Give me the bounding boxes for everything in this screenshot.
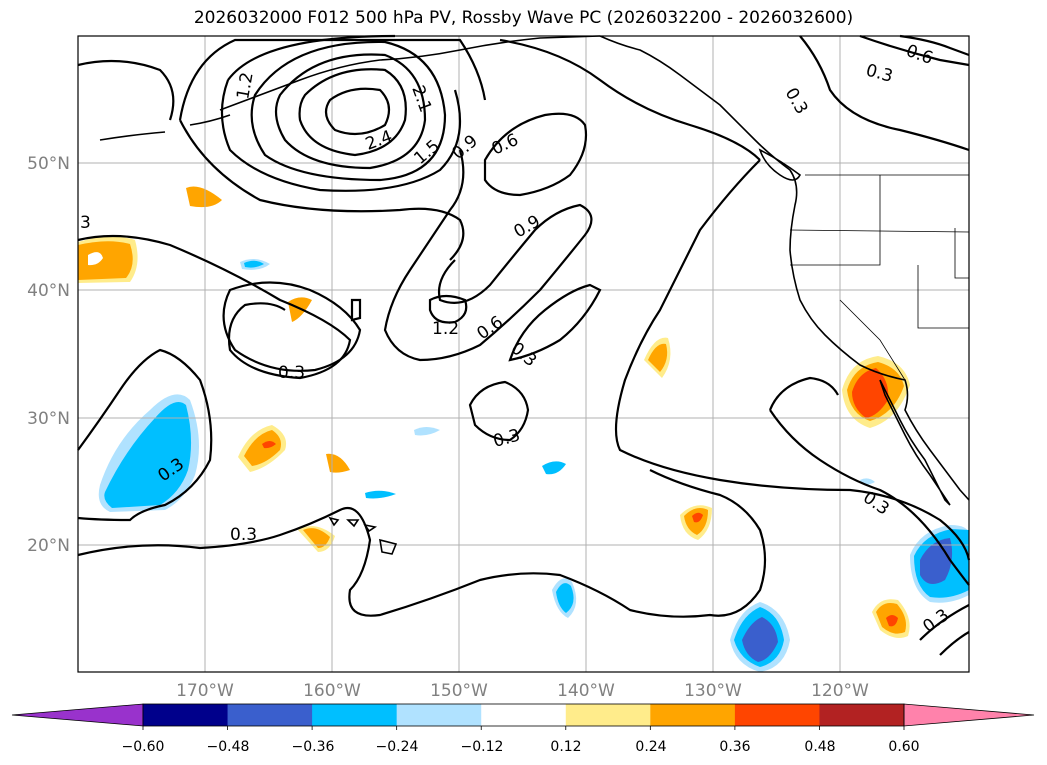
lon-label: 170°W [176,681,234,701]
colorbar-segment [396,704,482,726]
colorbar-tick-label: −0.48 [207,739,250,755]
contour-label: 1.2 [432,319,459,339]
colorbar-tick-label: −0.24 [376,739,419,755]
contour-label: 3 [80,213,91,233]
neg-anomaly-region [365,490,396,499]
colorbar-segment [227,704,313,726]
political-borders [789,174,970,381]
colorbar-segment [565,704,651,726]
contour-label: 1.2 [233,71,257,101]
contour-label: 0.3 [278,363,305,383]
lon-label: 160°W [303,681,361,701]
colorbar-segment [481,704,567,726]
colorbar-tick-label: −0.12 [461,739,504,755]
lon-label: 120°W [811,681,869,701]
pos-anomaly-region [186,186,222,208]
colorbar-tick-label: 0.12 [550,739,581,755]
pos-anomaly-region [262,441,276,449]
neg-anomaly-region [104,401,192,508]
gridlines [78,36,969,672]
map-frame [77,35,970,673]
colorbar-extend-min [11,703,144,727]
colorbar-segment [819,704,905,726]
lat-label: 20°N [27,536,70,556]
neg-anomaly-region [742,617,778,662]
colorbar-extend-max [903,703,1035,727]
coastlines [99,35,970,555]
lon-label: 140°W [557,681,615,701]
colorbar-tick-labels: −0.60 −0.48 −0.36 −0.24 −0.12 0.12 0.24 … [122,739,920,755]
neg-anomaly-region [542,461,566,475]
pos-anomaly-region [648,343,668,372]
lon-label: 130°W [684,681,742,701]
pos-anomaly-region [886,615,898,627]
pos-anomaly-region [244,430,281,466]
colorbar-outline [142,703,905,727]
colorbar-tick-label: −0.60 [122,739,165,755]
pos-anomaly-region [303,528,330,548]
pos-anomaly-region [852,368,889,418]
lat-label: 40°N [27,281,70,301]
lon-label: 150°W [430,681,488,701]
contour-label: 0.3 [230,525,257,545]
neutral-hole [88,252,103,266]
colorbar-tick-label: 0.60 [888,739,919,755]
neg-anomaly-region [414,427,440,436]
lat-label: 30°N [27,409,70,429]
colorbar-tick-label: 0.48 [804,739,835,755]
latitude-labels: 50°N 40°N 30°N 20°N [27,154,70,556]
colorbar-segment [312,704,398,726]
pv-contours [77,34,971,656]
pos-anomaly-region [692,512,703,523]
neg-anomaly-region [556,583,574,613]
neg-anomaly-region [244,260,264,268]
longitude-labels: 170°W 160°W 150°W 140°W 130°W 120°W [176,681,869,701]
colorbar [11,703,1035,730]
colorbar-tick-label: 0.36 [719,739,750,755]
colorbar-segment [650,704,736,726]
colorbar-tick-label: −0.36 [292,739,335,755]
colorbar-segment [734,704,820,726]
map-title: 2026032000 F012 500 hPa PV, Rossby Wave … [193,8,854,28]
pos-anomaly-region [78,241,133,280]
colorbar-tick-label: 0.24 [635,739,666,755]
colorbar-segment [143,704,229,726]
lat-label: 50°N [27,154,70,174]
